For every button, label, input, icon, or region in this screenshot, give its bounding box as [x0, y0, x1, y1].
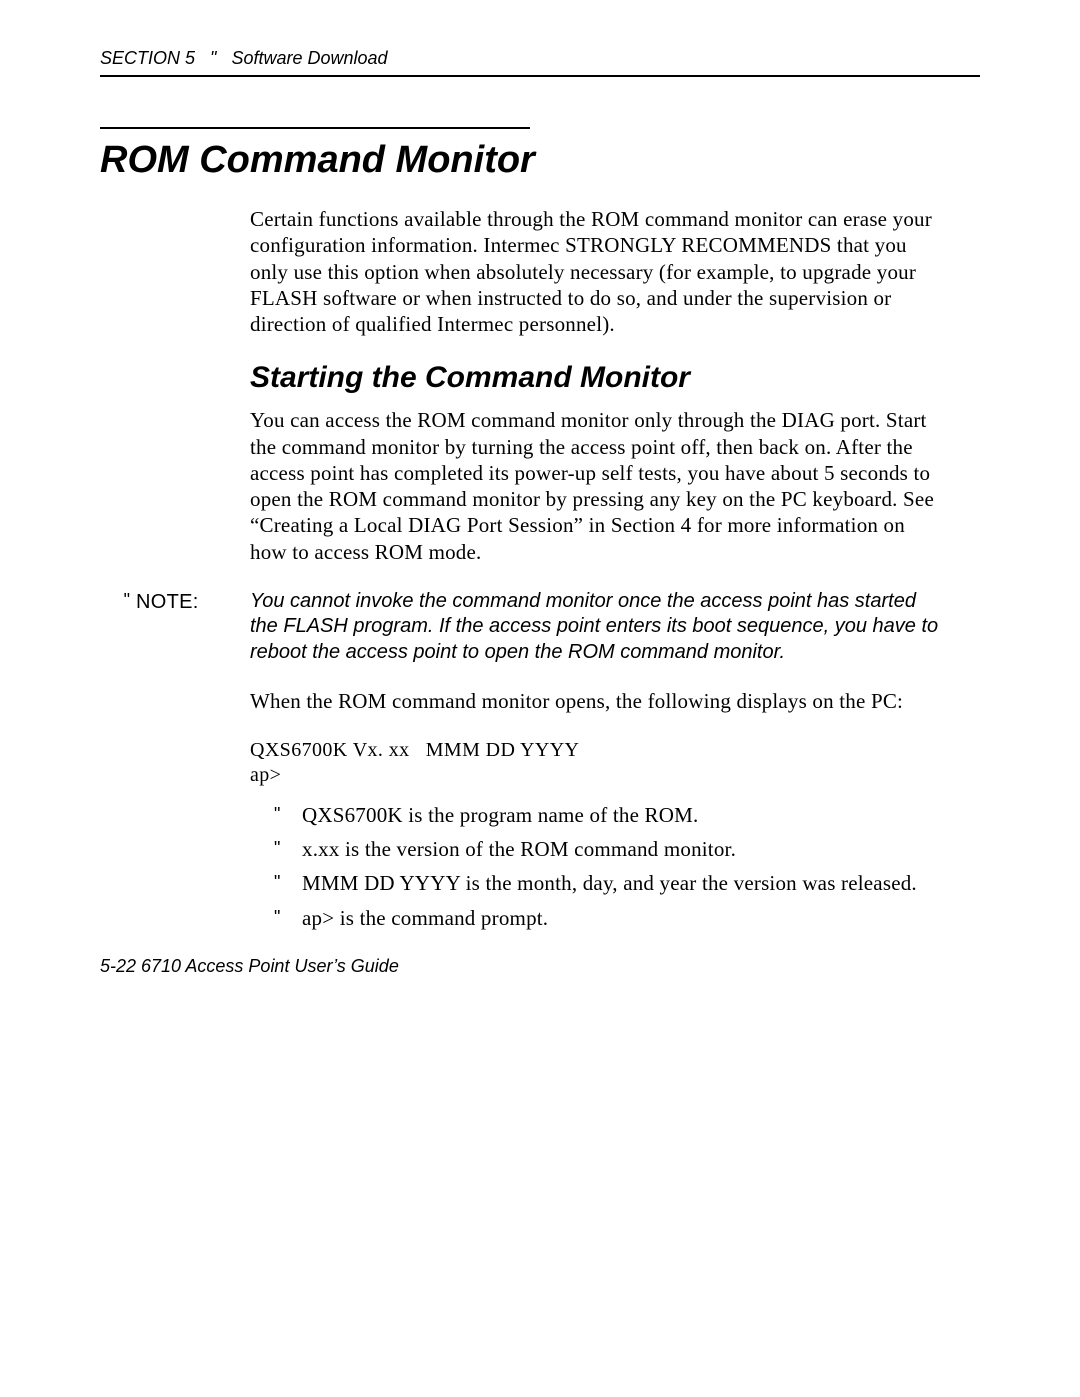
header-separator: ": [210, 48, 216, 68]
note-mark-icon: ": [100, 589, 136, 612]
body-column: Certain functions available through the …: [250, 206, 940, 565]
running-header: SECTION 5 " Software Download: [100, 48, 980, 77]
note-label: NOTE:: [136, 589, 250, 615]
header-title: Software Download: [231, 48, 387, 68]
bullet-list: QXS6700K is the program name of the ROM.…: [250, 802, 940, 931]
note-block: " NOTE: You cannot invoke the command mo…: [100, 589, 980, 666]
list-item: x.xx is the version of the ROM command m…: [274, 836, 940, 862]
note-text: You cannot invoke the command monitor on…: [250, 589, 940, 666]
document-page: SECTION 5 " Software Download ROM Comman…: [0, 0, 1080, 1397]
subheading: Starting the Command Monitor: [250, 361, 940, 395]
header-section: SECTION 5: [100, 48, 195, 68]
list-item: ap> is the command prompt.: [274, 905, 940, 931]
header-line: SECTION 5 " Software Download: [100, 48, 980, 69]
code-output: QXS6700K Vx. xx MMM DD YYYY ap>: [250, 738, 940, 788]
paragraph-2: You can access the ROM command monitor o…: [250, 407, 940, 565]
list-item: MMM DD YYYY is the month, day, and year …: [274, 870, 940, 896]
title-rule: [100, 127, 530, 129]
page-footer: 5-22 6710 Access Point User’s Guide: [100, 956, 399, 977]
body-column-2: When the ROM command monitor opens, the …: [250, 688, 940, 931]
list-item: QXS6700K is the program name of the ROM.: [274, 802, 940, 828]
intro-paragraph: Certain functions available through the …: [250, 206, 940, 337]
paragraph-3: When the ROM command monitor opens, the …: [250, 688, 940, 714]
footer-text: 5-22 6710 Access Point User’s Guide: [100, 956, 399, 976]
page-title: ROM Command Monitor: [100, 139, 980, 182]
